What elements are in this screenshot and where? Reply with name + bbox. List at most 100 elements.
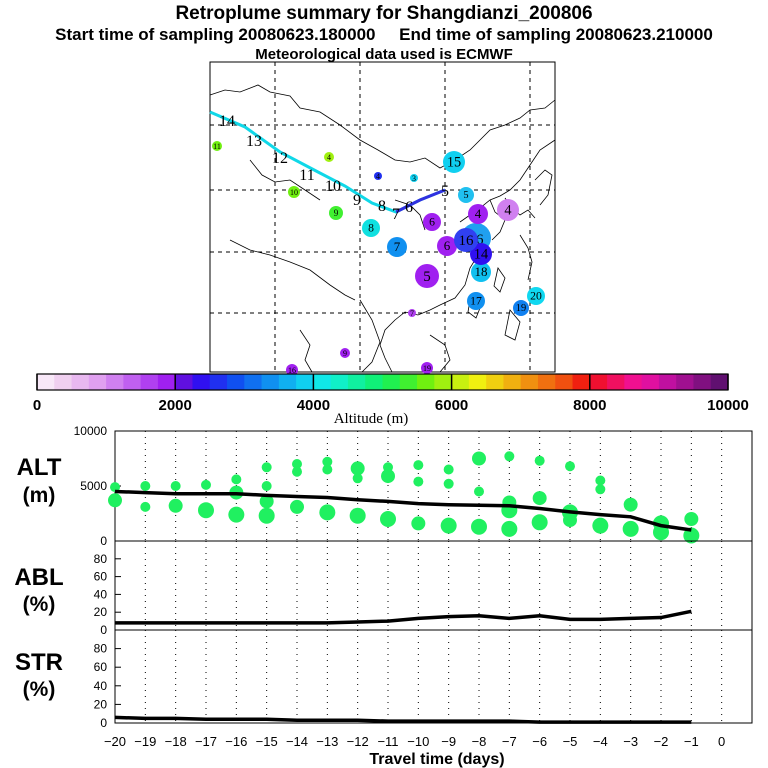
x-tick-label: −6 — [532, 734, 547, 749]
plume-cluster-label: 19 — [423, 364, 431, 373]
plume-cluster-circle — [437, 236, 457, 256]
str-title: STR — [15, 649, 63, 676]
colorbar-swatch — [140, 374, 159, 390]
met-data-note: Meteorological data used is ECMWF — [255, 46, 513, 63]
altitude-point — [322, 456, 333, 467]
y-tick-label: 40 — [94, 679, 108, 693]
colorbar-swatch — [244, 374, 263, 390]
altitude-point — [565, 461, 575, 472]
colorbar-swatch — [313, 374, 332, 390]
plume-cluster-label: 4 — [327, 153, 331, 162]
y-tick-label: 0 — [100, 623, 107, 637]
plume-cluster-circle — [513, 300, 529, 316]
x-tick-label: −1 — [684, 734, 699, 749]
trajectory-line-recent — [395, 188, 446, 214]
colorbar-tick-label: 4000 — [297, 397, 330, 414]
trajectory-day-label: 10 — [325, 178, 341, 195]
plume-cluster-label: 9 — [343, 349, 347, 358]
trajectory-day-label: 11 — [299, 167, 314, 184]
x-tick-label: −7 — [502, 734, 517, 749]
plume-cluster-circle — [497, 199, 519, 221]
abl-title: ABL — [14, 564, 63, 591]
x-tick-label: −11 — [377, 734, 398, 749]
plume-cluster-circle — [387, 237, 407, 257]
x-tick-label: −13 — [316, 734, 338, 749]
altitude-point — [592, 517, 609, 534]
y-tick-label: 10000 — [74, 424, 108, 438]
colorbar-swatch — [347, 374, 366, 390]
altitude-point — [532, 491, 547, 506]
x-tick-label: −2 — [654, 734, 669, 749]
colorbar-swatch — [607, 374, 625, 390]
map-gridlines — [210, 62, 555, 372]
colorbar-swatch — [123, 374, 142, 390]
plume-cluster-label: 7 — [394, 239, 401, 254]
alt-unit: (m) — [23, 484, 56, 507]
plume-cluster-label: 10 — [290, 188, 298, 197]
panel-1: 80 60 40 20 0 — [94, 540, 753, 637]
plume-cluster-label: 15 — [447, 154, 461, 170]
x-tick-label: −12 — [347, 734, 369, 749]
x-tick-label: −17 — [195, 734, 217, 749]
str-unit: (%) — [23, 678, 56, 701]
alt-title: ALT — [17, 454, 62, 481]
colorbar-label: Altitude (m) — [334, 411, 409, 427]
series-line — [114, 489, 692, 532]
x-tick-label: −15 — [256, 734, 278, 749]
altitude-point — [319, 504, 336, 521]
altitude-point — [563, 513, 577, 528]
plume-cluster-label: 9 — [334, 208, 339, 218]
colorbar-swatch — [382, 374, 401, 390]
panel-frame — [114, 629, 753, 724]
chart-title: Retroplume summary for Shangdianzi_20080… — [175, 3, 593, 24]
plume-cluster-label: 6 — [429, 216, 435, 229]
colorbar-swatch — [710, 374, 729, 390]
altitude-point — [201, 479, 211, 490]
altitude-point — [261, 462, 272, 473]
altitude-point — [228, 506, 245, 523]
altitude-point — [411, 516, 426, 531]
plume-cluster-circle — [329, 206, 343, 220]
altitude-point — [443, 464, 454, 475]
plume-cluster-circle — [340, 348, 350, 358]
trajectory-day-label: 13 — [246, 133, 262, 150]
y-tick-label: 20 — [94, 697, 108, 711]
x-tick-label: −10 — [407, 734, 429, 749]
altitude-point — [231, 474, 242, 485]
colorbar-swatch — [537, 374, 556, 390]
x-tick-label: −3 — [623, 734, 638, 749]
colorbar-swatch — [555, 374, 574, 390]
y-tick-label: 80 — [94, 642, 108, 656]
altitude-point — [440, 517, 457, 534]
colorbar-tick-label: 0 — [33, 397, 41, 414]
trajectory-day-label: 12 — [272, 150, 288, 167]
x-tick-label: −8 — [472, 734, 487, 749]
trajectory-day-label: 9 — [353, 192, 361, 209]
colorbar-tick-label: 2000 — [159, 397, 192, 414]
plume-cluster-circle — [470, 243, 492, 265]
abl-unit: (%) — [23, 593, 56, 616]
plume-cluster-circle — [362, 219, 380, 237]
sampling-times: Start time of sampling 20080623.180000 E… — [55, 25, 713, 44]
altitude-point — [534, 455, 545, 466]
colorbar-swatch — [365, 374, 383, 390]
y-tick-label: 5000 — [80, 479, 107, 493]
colorbar-tick-label: 8000 — [573, 397, 606, 414]
panel-0: 10000 5000 0 — [74, 424, 753, 548]
plume-cluster-circle — [286, 364, 298, 376]
altitude-point — [595, 475, 606, 486]
plume-cluster-circle — [423, 213, 441, 231]
x-tick-label: 0 — [718, 734, 725, 749]
altitude-point — [381, 469, 395, 484]
plume-cluster-label: 5 — [423, 269, 431, 285]
altitude-point — [352, 473, 363, 484]
altitude-point — [471, 518, 487, 535]
plume-cluster-circle — [421, 362, 433, 374]
x-tick-label: −4 — [593, 734, 608, 749]
plume-cluster-circle — [454, 228, 478, 252]
map-panel: 15161718192014446675891011443579161916 1… — [209, 61, 556, 376]
colorbar-swatch — [468, 374, 487, 390]
altitude-point — [322, 464, 333, 475]
plume-cluster-circle — [374, 172, 382, 180]
